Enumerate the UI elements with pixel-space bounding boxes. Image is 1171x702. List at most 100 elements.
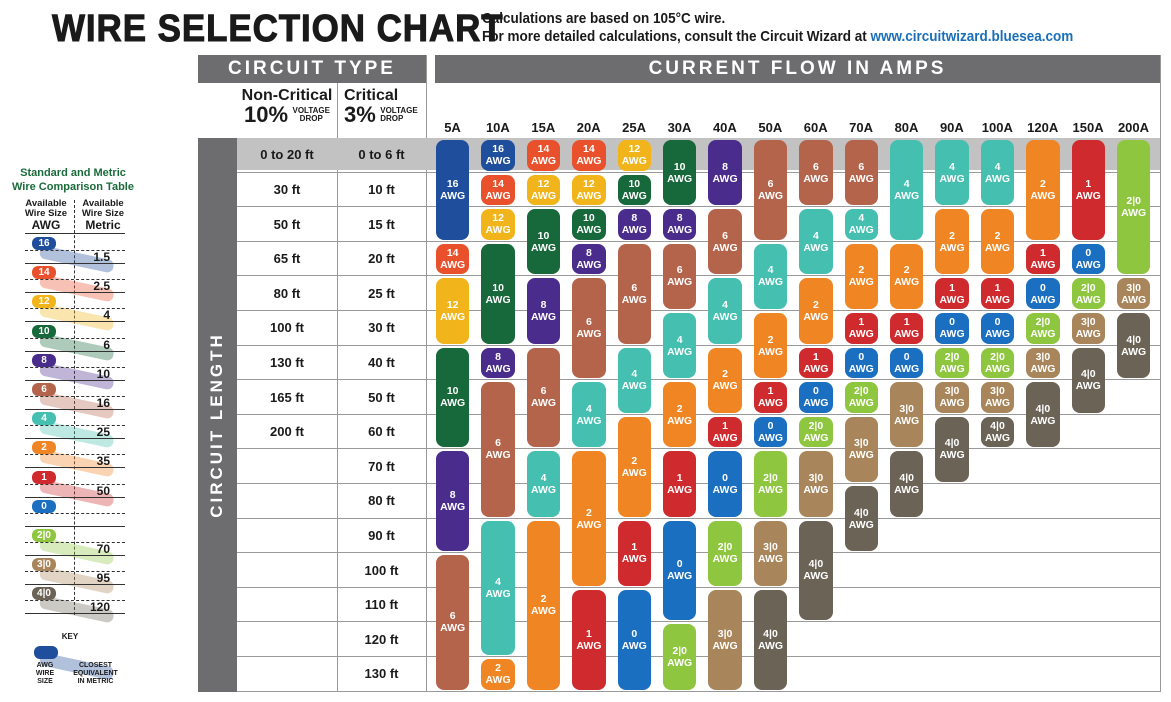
critical-length: 100 ft xyxy=(364,562,399,578)
awg-unit: AWG xyxy=(530,241,557,254)
wire-size-pill: 4 AWG xyxy=(980,140,1015,206)
non-critical-length: 100 ft xyxy=(270,320,304,336)
awg-value: 4 xyxy=(767,264,774,277)
divider xyxy=(25,337,125,339)
awg-value: 12 xyxy=(628,143,641,156)
divider xyxy=(25,525,125,527)
awg-unit: AWG xyxy=(848,276,874,289)
awg-value: 3|0 xyxy=(1080,316,1096,329)
wire-size-pill: 2|0 AWG xyxy=(844,382,878,413)
drop-label: DROP xyxy=(380,114,404,123)
wire-size-pill: 8 AWG xyxy=(708,140,742,206)
wire-size-pill: 4|0 AWG xyxy=(844,486,878,552)
wire-size-pill: 14 AWG xyxy=(526,140,561,171)
wire-size-pill: 0 AWG xyxy=(844,347,878,379)
metric-header: Metric xyxy=(85,218,121,232)
circuit-length-bar xyxy=(198,138,237,692)
awg-unit: AWG xyxy=(576,224,602,237)
awg-value: 0 xyxy=(631,627,638,640)
awg-unit: AWG xyxy=(984,397,1011,410)
awg-value: 6 xyxy=(631,281,638,294)
key-pill xyxy=(34,646,58,659)
awg-unit: AWG xyxy=(712,639,738,652)
awg-unit: AWG xyxy=(667,276,693,289)
wire-size-pill: 0 AWG xyxy=(1071,243,1105,275)
metric-value: 2.5 xyxy=(93,279,110,294)
wire-size-pill: 4 AWG xyxy=(708,278,742,344)
awg-value: 3|0 xyxy=(808,471,824,484)
wire-size-pill: 4|0 AWG xyxy=(935,416,969,482)
wire-size-pill: 2 AWG xyxy=(753,313,788,379)
awg-value: 2|0 xyxy=(944,350,960,363)
non-critical-length: 30 ft xyxy=(273,181,301,197)
wire-size-pill: 10 AWG xyxy=(526,209,561,275)
circuit-wizard-link[interactable]: www.circuitwizard.bluesea.com xyxy=(870,28,1074,45)
divider xyxy=(25,571,125,573)
awg-unit: AWG xyxy=(530,310,557,323)
wire-size-pill: 2 AWG xyxy=(481,659,515,690)
divider xyxy=(25,600,125,602)
awg-unit: AWG xyxy=(621,380,647,393)
critical-label: Critical xyxy=(344,87,399,104)
non-critical-pct: 10% xyxy=(244,102,289,127)
row-divider xyxy=(237,206,1160,208)
awg-value: 4|0 xyxy=(944,437,960,450)
non-critical-length: 50 ft xyxy=(273,216,301,232)
row-divider xyxy=(237,690,1160,692)
amp-header: 60A xyxy=(803,120,828,135)
non-critical-length: 130 ft xyxy=(270,354,304,370)
divider xyxy=(25,425,125,427)
metric-value: 95 xyxy=(96,571,110,586)
awg-value: 10 xyxy=(628,177,641,190)
wire-size-pill: 1 AWG xyxy=(617,520,651,586)
metric-value: 70 xyxy=(96,542,110,556)
wire-size-pill: 10 AWG xyxy=(436,347,470,448)
wire-size-pill: 6 AWG xyxy=(436,555,470,690)
vd-label: VOLTAGE xyxy=(292,106,330,115)
vd-label: VOLTAGE xyxy=(380,106,418,115)
wire-size-pill: 3|0 AWG xyxy=(799,451,833,517)
awg-unit: AWG xyxy=(803,432,829,445)
awg-unit: AWG xyxy=(667,224,693,237)
awg-value: 2|0 xyxy=(990,350,1005,363)
wire-size-pill: 0 AWG xyxy=(890,347,924,379)
metric-value: 35 xyxy=(96,454,110,469)
awg-unit: AWG xyxy=(939,449,965,462)
critical-length: 70 ft xyxy=(368,458,395,474)
awg-unit: AWG xyxy=(621,224,647,237)
wire-size-pill: 4|0 AWG xyxy=(980,416,1015,448)
awg-unit: AWG xyxy=(485,587,511,600)
awg-value: 3|0 xyxy=(717,627,733,640)
wire-size-pill: 1 AWG xyxy=(844,313,878,344)
awg-value: 2 xyxy=(495,662,501,675)
wire-size-pill: 6 AWG xyxy=(844,140,878,206)
awg-value: 4 xyxy=(676,333,683,346)
wire-size-pill: 4|0 AWG xyxy=(890,451,924,517)
wire-size-pill: 16 AWG xyxy=(481,140,515,171)
awg-unit: AWG xyxy=(576,518,602,531)
wire-size-pill: 1 AWG xyxy=(799,347,833,379)
awg-value: 3|0 xyxy=(853,437,869,450)
wire-size-pill: 2|0 AWG xyxy=(708,520,742,586)
critical-length: 120 ft xyxy=(364,631,399,647)
wire-size-pill: 3|0 AWG xyxy=(935,382,969,413)
divider xyxy=(25,555,125,556)
divider xyxy=(25,379,125,381)
awg-unit: AWG xyxy=(1030,293,1056,306)
critical-length: 25 ft xyxy=(368,285,395,301)
awg-unit: AWG xyxy=(848,224,874,237)
awg-value: 8 xyxy=(722,160,728,173)
wire-size-pill: 10 AWG xyxy=(572,209,606,240)
divider xyxy=(25,233,125,234)
key-metric-text: EQUIVALENT xyxy=(73,670,118,677)
wire-size-pill: 3|0 AWG xyxy=(753,520,788,586)
awg-unit: AWG xyxy=(1030,414,1056,427)
awg-unit: AWG xyxy=(621,155,647,168)
wire-size-pill: 1 AWG xyxy=(663,451,697,517)
awg-pill: 14 xyxy=(32,266,56,280)
row-divider xyxy=(237,171,1160,173)
awg-value: 8 xyxy=(540,298,547,311)
awg-unit: AWG xyxy=(712,172,738,185)
wire-size-pill: 12 AWG xyxy=(617,140,651,171)
awg-unit: AWG xyxy=(848,397,874,410)
